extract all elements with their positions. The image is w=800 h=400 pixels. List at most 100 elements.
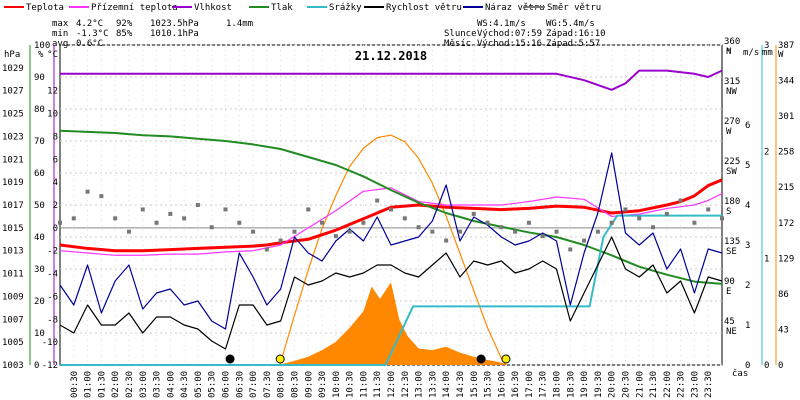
tick-direction-label: E [726,287,731,297]
wind-direction-point [664,211,669,216]
tick-x: 23:30 [704,371,714,398]
tick-pressure: 1019 [2,178,24,188]
info-moon-rise: Východ:15:16 [477,39,542,49]
tick-x: 19:00 [580,371,590,398]
tick-pressure: 1029 [2,64,24,74]
legend-label: Přízemní teplota [91,3,178,13]
tick-x: 18:00 [553,371,563,398]
wind-direction-point [416,225,421,230]
tick-x: 09:30 [318,371,328,398]
axis-unit-radiation: W [778,50,784,60]
tick-x: 14:30 [456,371,466,398]
wind-direction-point [113,216,118,221]
wind-direction-point [720,216,724,221]
tick-humidity: 70 [34,137,45,147]
tick-x: 07:00 [249,371,259,398]
sunrise-marker [275,354,285,364]
tick-x: 06:00 [222,371,232,398]
tick-humidity: 40 [34,233,45,243]
tick-pressure: 1007 [2,315,24,325]
tick-wind: 3 [745,241,750,251]
tick-x: 01:30 [97,371,107,398]
axis-unit-humidity: % [38,50,44,60]
tick-x: 17:00 [525,371,535,398]
tick-radiation: 43 [778,325,789,335]
tick-x: 02:30 [125,371,135,398]
tick-temperature: 0 [53,224,58,234]
tick-pressure: 1027 [2,87,24,97]
tick-x: 18:30 [566,371,576,398]
tick-pressure: 1011 [2,270,24,280]
axis-unit-pressure: hPa [4,50,20,60]
info-sun-set: Západ:16:10 [546,29,606,39]
wind-direction-point [637,216,642,221]
tick-direction: 225 [724,157,740,167]
series-teplota [59,178,723,253]
wind-direction-point [347,229,352,234]
tick-direction-label: NW [726,87,737,97]
stats-humidity: 92% [116,19,133,29]
wind-direction-point [430,229,435,234]
axis-unit-rain: mm [762,48,773,58]
tick-x: 09:00 [304,371,314,398]
tick-pressure: 1013 [2,247,24,257]
wind-direction-point [292,229,297,234]
tick-x: 11:00 [359,371,369,398]
tick-x: 17:30 [539,371,549,398]
wind-direction-point [526,220,531,225]
tick-direction: 45 [724,317,735,327]
tick-direction: 360 [724,37,740,47]
series-rychlost-v-tru [59,236,723,350]
wind-direction-point [264,247,269,252]
tick-humidity: 20 [34,297,45,307]
tick-radiation: 301 [778,112,794,122]
wind-direction-point [278,238,283,243]
tick-x: 12:00 [387,371,397,398]
tick-temperature: 10 [47,110,58,120]
tick-x: 16:30 [511,371,521,398]
tick-direction: 270 [724,117,740,127]
legend-label: Vlhkost [194,3,232,13]
radiation-area [277,282,507,365]
tick-x: 20:00 [608,371,618,398]
series-vlhkost [60,69,723,91]
wind-direction-point [389,207,393,212]
wind-direction-point [306,207,311,212]
wind-direction-point [706,207,711,212]
tick-x: 20:30 [621,371,631,398]
tick-radiation: 258 [778,148,794,158]
info-sun-rise: Východ:07:59 [477,29,542,39]
wind-direction-point [320,220,325,225]
tick-radiation: 129 [778,254,794,264]
tick-rain: 2 [764,148,769,158]
stats-temp: 0.6°C [76,39,103,49]
wind-direction-point [568,247,573,252]
wind-direction-point [582,238,587,243]
tick-x: 23:00 [690,371,700,398]
tick-temperature: -2 [47,247,58,257]
wind-direction-point [471,211,476,216]
tick-direction: 315 [724,77,740,87]
tick-temperature: 12 [47,87,58,97]
tick-x: 15:30 [484,371,494,398]
series-tlak [59,129,723,285]
tick-wind: 0 [745,361,750,371]
tick-humidity: 10 [34,329,45,339]
tick-x: 04:00 [166,371,176,398]
axis-unit-direction: ° [726,48,731,58]
tick-direction-label: SW [726,167,737,177]
tick-x: 06:30 [235,371,245,398]
tick-radiation: 0 [778,361,783,371]
info-sun-label: Slunce [444,29,477,39]
tick-temperature: -12 [42,361,58,371]
tick-x: 01:00 [84,371,94,398]
axis-unit-wind: m/s [743,48,759,58]
tick-x: 13:00 [415,371,425,398]
tick-direction-label: N [726,47,731,57]
wind-direction-point [154,220,159,225]
tick-temperature: 8 [53,132,58,142]
tick-direction: 90 [724,277,735,287]
moonset-marker [225,354,235,364]
wind-direction-point [375,198,380,203]
tick-wind: 4 [745,201,750,211]
